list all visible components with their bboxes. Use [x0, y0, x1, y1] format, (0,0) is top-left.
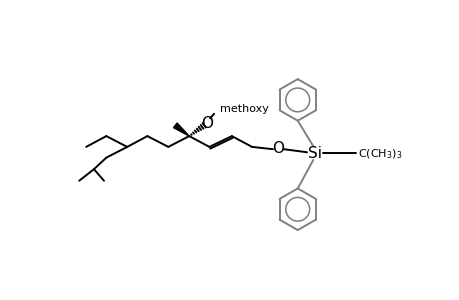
Text: O: O [272, 141, 284, 156]
Text: O: O [201, 116, 213, 130]
Text: Si: Si [307, 146, 321, 160]
Text: methoxy: methoxy [220, 104, 269, 114]
Polygon shape [173, 123, 189, 136]
Text: C(CH$_3$)$_3$: C(CH$_3$)$_3$ [358, 147, 402, 160]
